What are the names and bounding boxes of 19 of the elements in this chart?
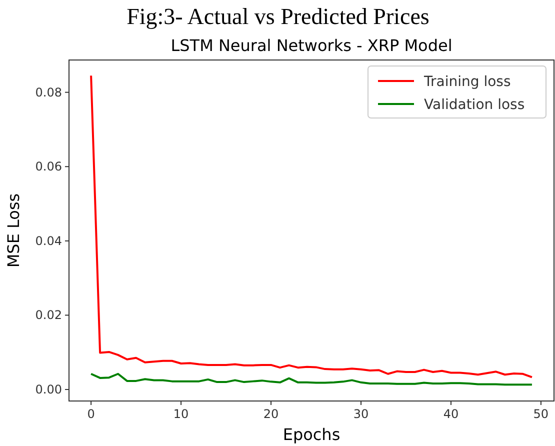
y-tick-label: 0.06 <box>35 160 62 174</box>
x-tick-label: 40 <box>443 407 459 421</box>
y-tick-label: 0.04 <box>35 234 62 248</box>
x-tick-label: 0 <box>87 407 95 421</box>
legend-label: Validation loss <box>424 97 525 113</box>
x-tick-label: 30 <box>353 407 369 421</box>
chart-title: Fig:3- Actual vs Predicted Prices <box>126 4 430 29</box>
y-tick-label: 0.02 <box>35 308 62 322</box>
legend-label: Training loss <box>423 74 511 90</box>
chart-subtitle: LSTM Neural Networks - XRP Model <box>170 36 452 55</box>
x-tick-label: 10 <box>173 407 189 421</box>
y-tick-label: 0.00 <box>35 382 62 396</box>
x-tick-label: 20 <box>263 407 279 421</box>
y-axis-title: MSE Loss <box>4 193 23 268</box>
x-tick-label: 50 <box>533 407 549 421</box>
line-series <box>90 74 533 378</box>
y-tick-label: 0.08 <box>35 85 62 100</box>
line-series <box>90 372 533 386</box>
x-axis-title: Epochs <box>282 425 340 444</box>
